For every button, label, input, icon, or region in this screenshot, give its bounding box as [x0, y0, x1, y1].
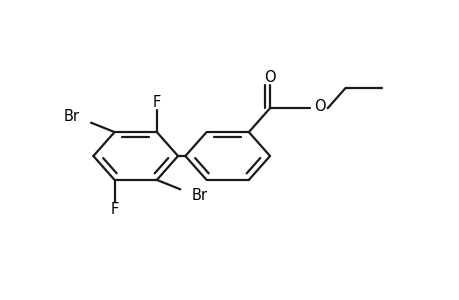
Text: Br: Br	[192, 188, 207, 203]
Text: O: O	[314, 99, 325, 114]
Text: Br: Br	[63, 109, 79, 124]
Text: F: F	[152, 94, 161, 110]
Text: O: O	[263, 70, 275, 85]
Text: F: F	[110, 202, 118, 217]
